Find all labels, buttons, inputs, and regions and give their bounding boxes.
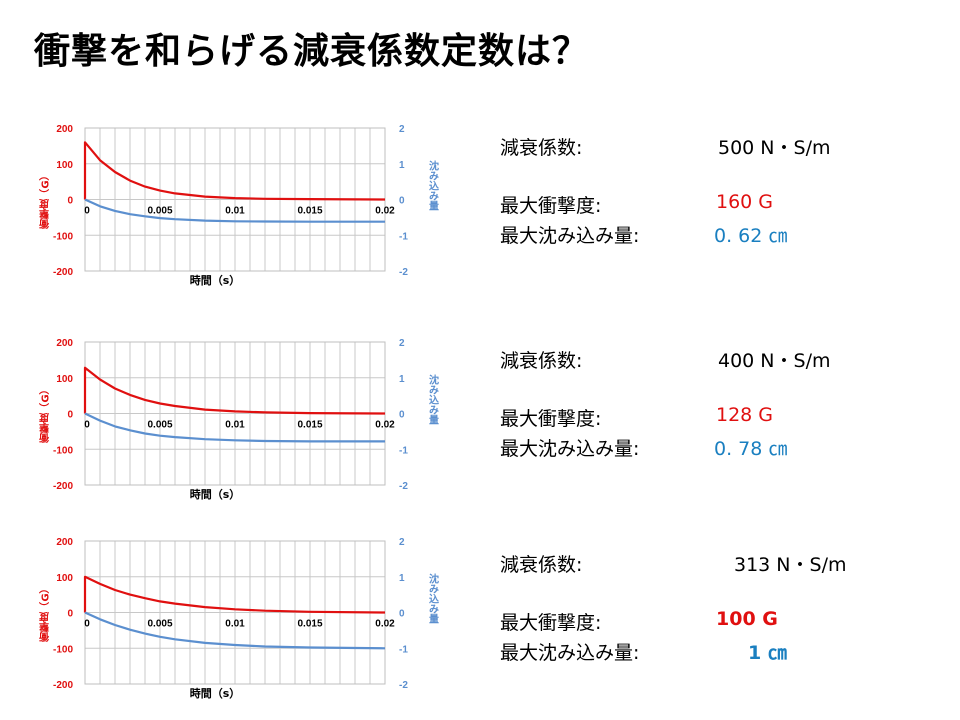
x-tick-label: 0.015 — [297, 420, 322, 431]
y-left-tick-label: -100 — [53, 445, 73, 456]
max-impact-label: 最大衝撃度: — [500, 195, 602, 217]
chart-1: 200 100 0 -100 -200 2 1 0 -1 -2 0 0.005 0.01 0.015 0.0… — [39, 124, 439, 287]
x-tick-label: 0 — [84, 619, 90, 630]
y-right-tick-label: 2 — [399, 537, 405, 548]
y-left-tick-label: -100 — [53, 231, 73, 242]
damping-label: 減衰係数: — [500, 554, 583, 576]
x-axis-label: 時間（s） — [190, 487, 241, 501]
max-impact-label: 最大衝撃度: — [500, 408, 602, 430]
max-impact-label: 最大衝撃度: — [500, 612, 602, 634]
y-left-tick-label: 100 — [56, 160, 73, 171]
x-tick-label: 0.005 — [147, 619, 172, 630]
y-right-tick-label: -2 — [399, 680, 408, 691]
y-right-tick-label: 0 — [399, 609, 405, 620]
y-left-tick-label: 200 — [56, 537, 73, 548]
y-right-tick-label: 2 — [399, 124, 405, 135]
damping-value: 313 N・S/m — [734, 554, 847, 576]
y-right-tick-label: 1 — [399, 374, 405, 385]
x-tick-label: 0.005 — [147, 206, 172, 217]
y-right-axis-label: 沈み込み量 — [427, 572, 439, 623]
y-right-axis-label: 沈み込み量 — [427, 159, 439, 210]
y-left-tick-label: -200 — [53, 481, 73, 492]
x-tick-label: 0.02 — [375, 420, 395, 431]
x-axis-label: 時間（s） — [190, 686, 241, 700]
y-right-tick-label: -1 — [399, 445, 408, 456]
x-tick-label: 0 — [84, 420, 90, 431]
x-axis-label: 時間（s） — [190, 273, 241, 287]
y-right-tick-label: 1 — [399, 573, 405, 584]
x-tick-label: 0.01 — [225, 206, 245, 217]
max-sink-label: 最大沈み込み量: — [500, 642, 640, 664]
damping-label: 減衰係数: — [500, 137, 583, 159]
max-sink-label: 最大沈み込み量: — [500, 438, 640, 460]
x-tick-label: 0.015 — [297, 206, 322, 217]
slide-title: 衝撃を和らげる減衰係数定数は？ — [34, 31, 590, 72]
y-left-axis-label: 衝撃度（G） — [39, 384, 52, 443]
damping-label: 減衰係数: — [500, 350, 583, 372]
x-tick-label: 0.015 — [297, 619, 322, 630]
y-right-tick-label: 1 — [399, 160, 405, 171]
chart-2: 200 100 0 -100 -200 2 1 0 -1 -2 0 0.005 0.01 0.015 0.0… — [39, 338, 439, 501]
y-right-tick-label: 2 — [399, 338, 405, 349]
y-right-tick-label: 0 — [399, 410, 405, 421]
y-right-tick-label: -2 — [399, 481, 408, 492]
damping-value: 400 N・S/m — [718, 350, 831, 372]
impact-series-line — [83, 141, 386, 201]
y-left-tick-label: -200 — [53, 680, 73, 691]
max-sink-value: 0. 62 ㎝ — [714, 225, 788, 247]
impact-series-line — [83, 575, 386, 614]
max-sink-value: 0. 78 ㎝ — [714, 438, 788, 460]
x-tick-label: 0 — [84, 206, 90, 217]
y-left-tick-label: 200 — [56, 124, 73, 135]
chart-3: 200 100 0 -100 -200 2 1 0 -1 -2 0 0.005 0.01 0.015 0.0… — [39, 537, 439, 700]
y-left-tick-label: -100 — [53, 644, 73, 655]
y-left-tick-label: 0 — [67, 196, 73, 207]
y-left-axis-label: 衝撃度（G） — [39, 170, 52, 229]
x-tick-label: 0.01 — [225, 420, 245, 431]
y-right-tick-label: -1 — [399, 644, 408, 655]
y-left-tick-label: 100 — [56, 573, 73, 584]
x-tick-label: 0.01 — [225, 619, 245, 630]
y-left-tick-label: 0 — [67, 410, 73, 421]
y-right-tick-label: -2 — [399, 267, 408, 278]
impact-series-line — [83, 366, 386, 415]
damping-value: 500 N・S/m — [718, 137, 831, 159]
y-left-tick-label: -200 — [53, 267, 73, 278]
x-tick-label: 0.02 — [375, 619, 395, 630]
x-tick-label: 0.02 — [375, 206, 395, 217]
sink-series-line — [84, 198, 385, 223]
y-right-axis-label: 沈み込み量 — [427, 373, 439, 424]
y-left-axis-label: 衝撃度（G） — [39, 583, 52, 642]
y-left-tick-label: 200 — [56, 338, 73, 349]
y-right-tick-label: 0 — [399, 196, 405, 207]
max-impact-value: 128 G — [716, 404, 774, 426]
y-right-tick-label: -1 — [399, 231, 408, 242]
max-impact-value: 100 G — [716, 608, 778, 630]
sink-series-line — [84, 611, 386, 650]
x-tick-label: 0.005 — [147, 420, 172, 431]
sink-series-line — [84, 412, 385, 443]
y-left-tick-label: 100 — [56, 374, 73, 385]
max-sink-label: 最大沈み込み量: — [500, 225, 640, 247]
max-impact-value: 160 G — [716, 191, 774, 213]
max-sink-value: 1 ㎝ — [748, 642, 787, 664]
y-left-tick-label: 0 — [67, 609, 73, 620]
